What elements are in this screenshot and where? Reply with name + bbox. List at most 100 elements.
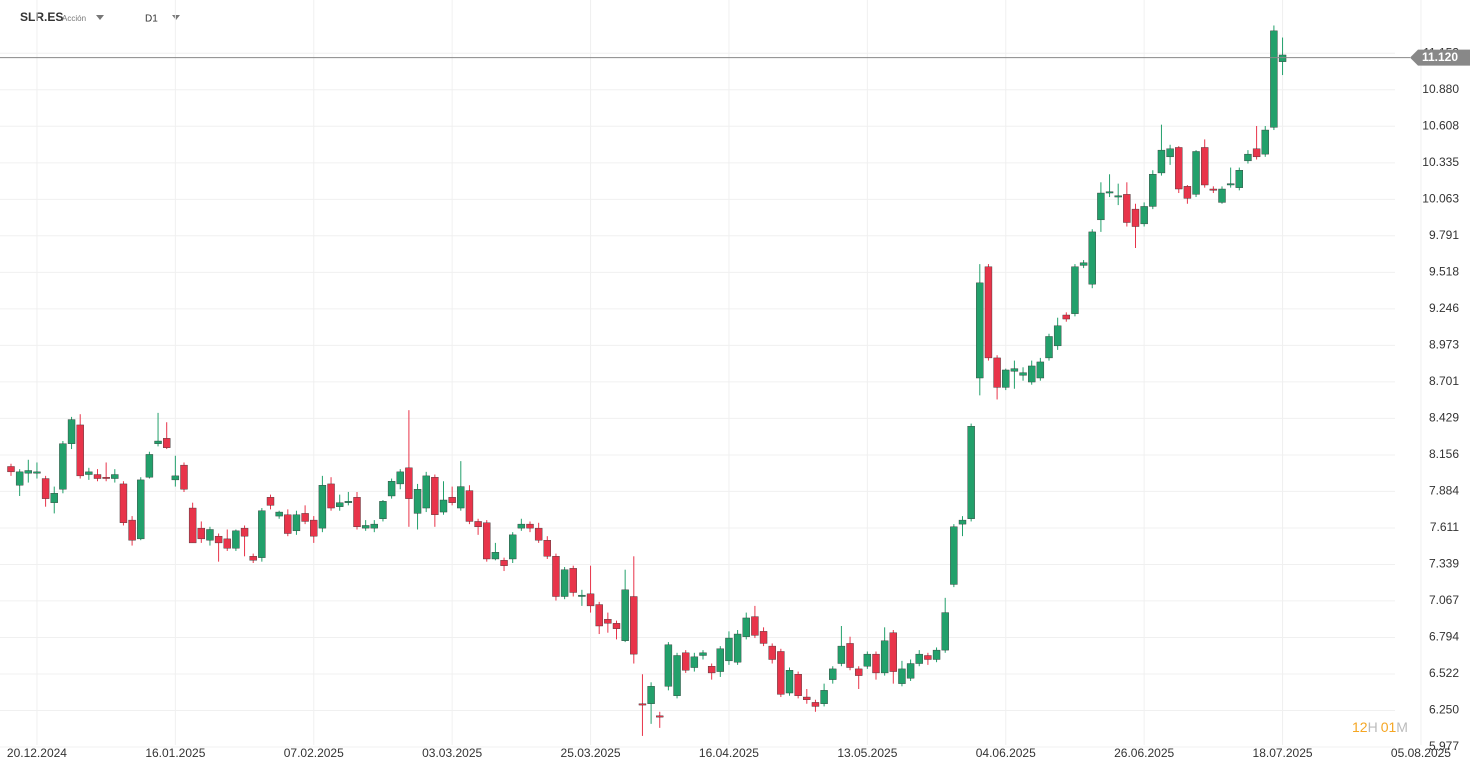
candle-body [258, 510, 266, 558]
candle-body [1079, 262, 1088, 266]
candle-body [474, 521, 482, 528]
candle-body [379, 501, 387, 519]
candle-body [630, 596, 638, 655]
candle-body [1252, 148, 1261, 158]
candle-body [1140, 206, 1148, 225]
candle-body [759, 631, 768, 644]
candle-body [439, 499, 448, 513]
candle-body [1002, 369, 1010, 388]
candle-body [41, 478, 50, 499]
candle-body [353, 497, 361, 528]
y-tick-label: 10.608 [1422, 118, 1459, 132]
candle-body [249, 556, 257, 561]
candle-body [526, 523, 534, 529]
candle-body [716, 648, 724, 672]
candle-body [837, 645, 846, 664]
candle-body [829, 668, 837, 680]
candle-body [932, 649, 941, 660]
candle-body [301, 513, 309, 522]
candle-body [500, 560, 508, 566]
countdown-hours: 12 [1352, 719, 1368, 735]
candle-body [483, 522, 491, 560]
candle-body [465, 490, 474, 522]
countdown-minutes: 01 [1381, 719, 1397, 735]
candle-body [569, 568, 577, 593]
candles [7, 25, 1287, 736]
candle-body [690, 656, 699, 668]
candle-body [197, 527, 206, 540]
candle-body [431, 477, 439, 515]
candle-body [119, 483, 128, 523]
candle-body [188, 507, 197, 544]
candle-body [327, 483, 335, 509]
candle-body [1209, 188, 1218, 191]
candle-body [318, 485, 327, 529]
candle-body [595, 604, 603, 627]
candle-body [67, 419, 76, 444]
candle-body [742, 617, 750, 637]
countdown: 12H 01M [1352, 719, 1408, 735]
candle-body [820, 690, 828, 704]
candle-body [967, 426, 975, 519]
candle-body [1200, 147, 1209, 186]
candle-body [1114, 195, 1122, 198]
candle-body [448, 497, 456, 503]
candle-body [1071, 266, 1079, 314]
y-tick-label: 10.880 [1422, 82, 1459, 96]
candle-body [1036, 361, 1045, 379]
candle-body [1235, 170, 1244, 188]
candle-body [310, 519, 318, 537]
candle-body [102, 477, 110, 479]
candle-body [24, 470, 32, 474]
candle-body [93, 474, 102, 479]
candle-body [785, 670, 794, 694]
candle-body [863, 653, 872, 667]
candle-body [413, 489, 422, 514]
candle-body [638, 703, 647, 706]
symbol: SLR.ES [20, 10, 63, 24]
candle-body [50, 493, 58, 503]
y-tick-label: 7.339 [1429, 557, 1459, 571]
candle-body [396, 471, 404, 485]
candle-body [370, 523, 378, 529]
candle-body [1278, 54, 1287, 62]
candle-body [145, 454, 154, 478]
candle-body [794, 674, 802, 696]
candle-body [7, 466, 15, 473]
y-tick-label: 8.701 [1429, 374, 1459, 388]
candle-body [1123, 194, 1131, 223]
candle-body [664, 644, 673, 687]
candle-body [699, 652, 707, 656]
timeframe-dropdown[interactable] [172, 15, 180, 20]
candle-body [214, 535, 223, 544]
y-tick-label: 6.250 [1429, 703, 1459, 717]
candle-body [387, 481, 396, 497]
candle-body [59, 443, 67, 490]
y-tick-label: 10.335 [1422, 155, 1459, 169]
candle-body [15, 471, 24, 486]
candle-body [422, 475, 430, 509]
candle-body [180, 464, 188, 490]
axes: 5.977 6.250 6.522 6.794 7.067 7.339 7.611 7.884… [0, 45, 1470, 760]
candle-body [76, 424, 84, 477]
y-tick-label: 8.156 [1429, 447, 1459, 461]
candle-body [111, 474, 119, 479]
candle-body [1175, 147, 1183, 190]
last-price-tag [1410, 49, 1470, 66]
candle-body [1270, 30, 1278, 128]
candle-body [1149, 174, 1157, 207]
candle-body [1166, 148, 1174, 158]
candle-body [171, 475, 180, 481]
candle-body [1062, 314, 1071, 320]
y-tick-label: 10.063 [1422, 191, 1459, 205]
y-tick-label: 7.067 [1429, 593, 1459, 607]
candle-body [656, 715, 664, 718]
candle-body [266, 497, 275, 506]
candle-body [846, 643, 854, 668]
x-tick-label: 03.03.2025 [422, 746, 482, 760]
symbol-dropdown[interactable] [96, 15, 104, 20]
candle-body [33, 471, 41, 474]
x-tick-label: 20.12.2024 [7, 746, 67, 760]
candle-body [206, 529, 214, 541]
